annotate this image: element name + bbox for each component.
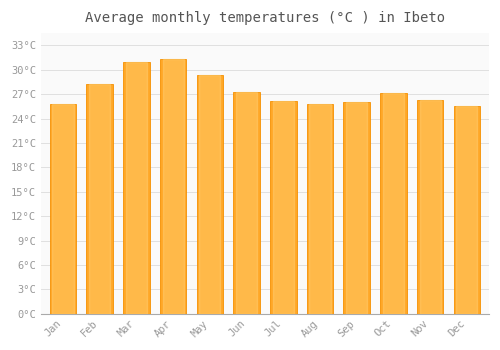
Bar — [236, 92, 257, 314]
Bar — [52, 104, 74, 314]
Bar — [420, 100, 440, 314]
Bar — [86, 84, 113, 314]
Bar — [310, 104, 330, 314]
Bar — [196, 75, 223, 314]
Bar — [162, 59, 184, 314]
Title: Average monthly temperatures (°C ) in Ibeto: Average monthly temperatures (°C ) in Ib… — [85, 11, 445, 25]
Bar — [417, 100, 444, 314]
Bar — [346, 102, 368, 314]
Bar — [200, 75, 220, 314]
Bar — [383, 93, 404, 314]
Bar — [307, 104, 333, 314]
Bar — [272, 101, 294, 314]
Bar — [454, 106, 480, 314]
Bar — [270, 101, 296, 314]
Bar — [126, 62, 147, 314]
Bar — [234, 92, 260, 314]
Bar — [89, 84, 110, 314]
Bar — [456, 106, 477, 314]
Bar — [344, 102, 370, 314]
Bar — [380, 93, 406, 314]
Bar — [50, 104, 76, 314]
Bar — [160, 59, 186, 314]
Bar — [123, 62, 150, 314]
